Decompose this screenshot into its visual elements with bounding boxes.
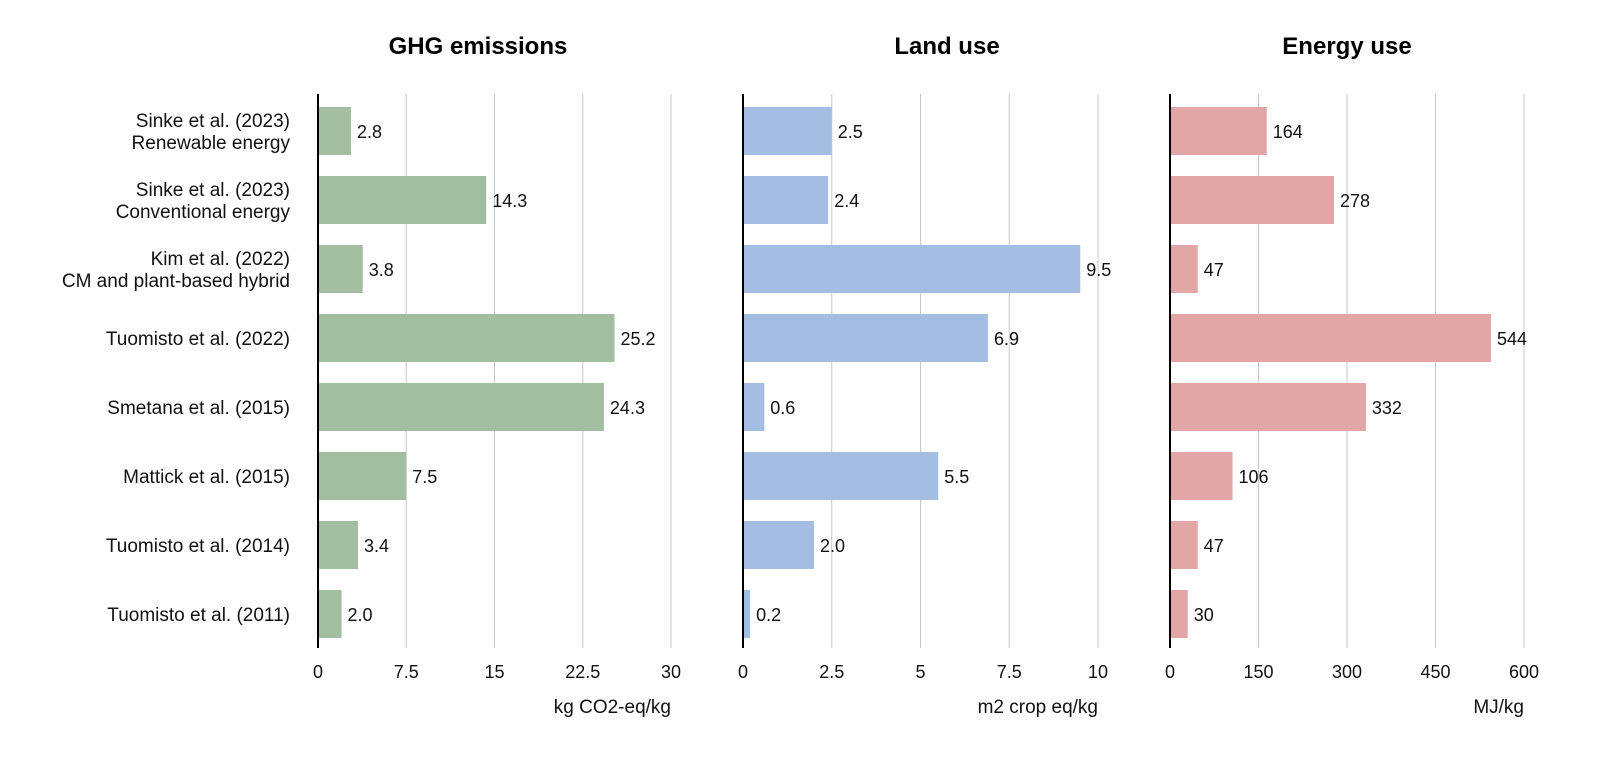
bar: [743, 245, 1081, 293]
data-label: 14.3: [492, 191, 527, 211]
bar: [318, 383, 604, 431]
x-tick-label: 15: [484, 662, 504, 682]
bar: [318, 521, 359, 569]
category-label-line: Smetana et al. (2015): [107, 398, 290, 419]
bar: [318, 590, 342, 638]
category-label-line: Kim et al. (2022): [151, 249, 290, 270]
category-label-line: Sinke et al. (2023): [136, 180, 290, 201]
category-label: Tuomisto et al. (2022): [106, 329, 290, 350]
x-tick-label: 7.5: [394, 662, 419, 682]
category-label: Mattick et al. (2015): [123, 467, 290, 488]
panel-title: GHG emissions: [389, 33, 568, 60]
data-label: 0.2: [756, 605, 781, 625]
bar: [318, 452, 407, 500]
data-label: 47: [1204, 260, 1224, 280]
x-axis-label: kg CO2-eq/kg: [554, 697, 671, 718]
bar: [743, 383, 765, 431]
bar: [1170, 452, 1233, 500]
bar: [318, 107, 351, 155]
data-label: 3.8: [369, 260, 394, 280]
bar: [1170, 245, 1198, 293]
data-label: 30: [1194, 605, 1214, 625]
x-tick-label: 22.5: [565, 662, 600, 682]
data-label: 24.3: [610, 398, 645, 418]
data-label: 5.5: [944, 467, 969, 487]
category-label-line: Tuomisto et al. (2011): [107, 605, 290, 626]
bar: [1170, 314, 1491, 362]
data-label: 164: [1273, 122, 1303, 142]
x-tick-label: 2.5: [819, 662, 844, 682]
x-tick-label: 30: [661, 662, 681, 682]
data-label: 2.4: [834, 191, 859, 211]
data-label: 25.2: [621, 329, 656, 349]
bar: [1170, 176, 1335, 224]
panel-title: Land use: [894, 33, 999, 60]
x-tick-label: 300: [1332, 662, 1362, 682]
x-tick-label: 0: [738, 662, 748, 682]
bar: [743, 590, 751, 638]
bar: [743, 176, 829, 224]
bar: [1170, 521, 1198, 569]
x-tick-label: 450: [1420, 662, 1450, 682]
category-label: Kim et al. (2022)CM and plant-based hybr…: [62, 249, 290, 292]
category-label: Sinke et al. (2023)Conventional energy: [116, 180, 291, 223]
x-tick-label: 0: [1165, 662, 1175, 682]
data-label: 332: [1372, 398, 1402, 418]
x-tick-label: 150: [1243, 662, 1273, 682]
data-label: 7.5: [412, 467, 437, 487]
data-label: 278: [1340, 191, 1370, 211]
bar: [1170, 107, 1267, 155]
category-label-line: Tuomisto et al. (2022): [106, 329, 290, 350]
bar: [743, 107, 832, 155]
bar: [743, 521, 814, 569]
bar: [318, 314, 615, 362]
data-label: 2.8: [357, 122, 382, 142]
bar: [318, 176, 487, 224]
category-label-line: Mattick et al. (2015): [123, 467, 290, 488]
panel-title: Energy use: [1282, 33, 1411, 60]
category-label: Tuomisto et al. (2011): [107, 605, 290, 626]
x-axis-label: m2 crop eq/kg: [978, 697, 1098, 718]
category-label-line: Conventional energy: [116, 202, 291, 223]
x-tick-label: 600: [1509, 662, 1539, 682]
x-axis-label: MJ/kg: [1473, 697, 1524, 718]
category-label: Tuomisto et al. (2014): [106, 536, 290, 557]
data-label: 0.6: [770, 398, 795, 418]
bar: [318, 245, 363, 293]
data-label: 544: [1497, 329, 1527, 349]
panel-ghg-emissions: GHG emissions 2.8 14.3 3.8 25.2 24.3 7.5 3.4 2.0…: [313, 33, 681, 718]
data-label: 2.0: [820, 536, 845, 556]
data-label: 2.0: [348, 605, 373, 625]
x-tick-label: 10: [1088, 662, 1108, 682]
x-tick-label: 5: [915, 662, 925, 682]
data-label: 106: [1239, 467, 1269, 487]
category-label: Smetana et al. (2015): [107, 398, 290, 419]
data-label: 47: [1204, 536, 1224, 556]
category-label-line: Tuomisto et al. (2014): [106, 536, 290, 557]
category-label-line: CM and plant-based hybrid: [62, 271, 290, 292]
bar: [1170, 383, 1366, 431]
x-tick-label: 7.5: [997, 662, 1022, 682]
category-label-line: Renewable energy: [132, 133, 291, 154]
bar: [743, 314, 988, 362]
category-label-line: Sinke et al. (2023): [136, 111, 290, 132]
data-label: 9.5: [1086, 260, 1111, 280]
bar: [1170, 590, 1188, 638]
bar: [743, 452, 939, 500]
x-tick-label: 0: [313, 662, 323, 682]
panel-land-use: Land use 2.5 2.4 9.5 6.9 0.6 5.5 2.0 0.2 0 2.5 5 7.5…: [738, 33, 1111, 718]
data-label: 2.5: [838, 122, 863, 142]
data-label: 6.9: [994, 329, 1019, 349]
data-label: 3.4: [364, 536, 389, 556]
category-label: Sinke et al. (2023)Renewable energy: [132, 111, 291, 154]
